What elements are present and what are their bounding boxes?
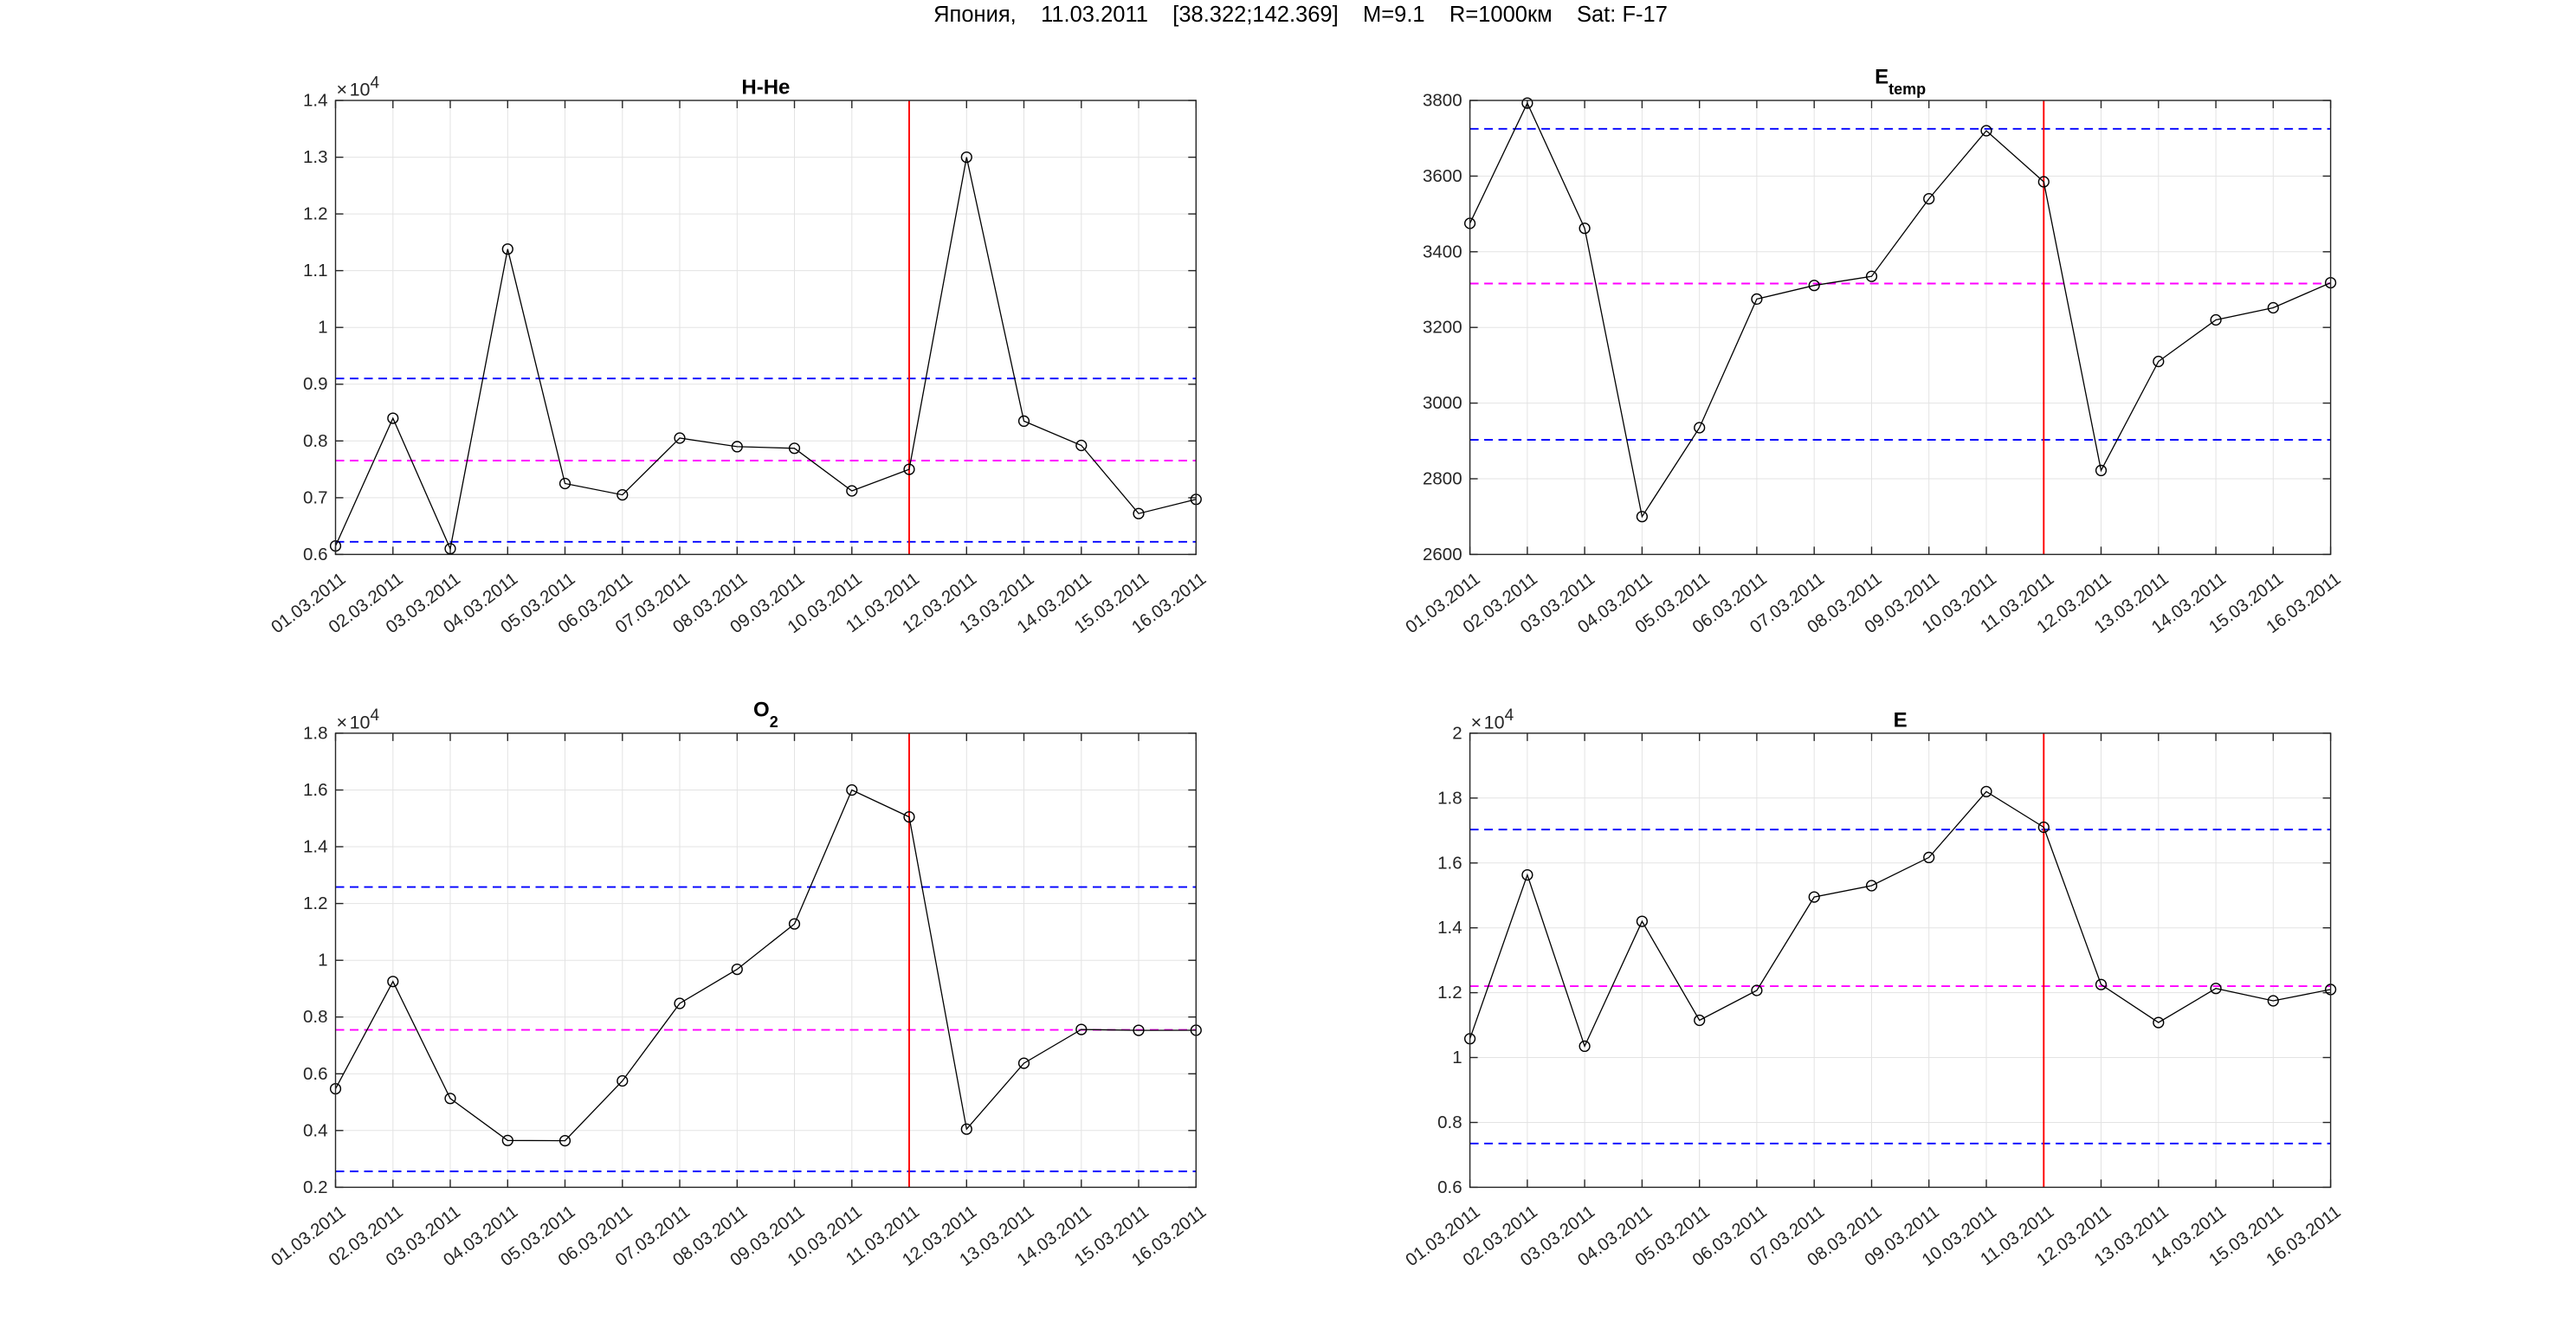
svg-text:3000: 3000	[1423, 393, 1462, 413]
svg-text:1.2: 1.2	[1437, 983, 1462, 1003]
svg-text:1.4: 1.4	[303, 91, 328, 111]
svg-text:1.3: 1.3	[303, 147, 328, 167]
svg-text:2: 2	[1452, 723, 1462, 743]
svg-text:1.6: 1.6	[1437, 853, 1462, 873]
svg-text:0.8: 0.8	[303, 1007, 328, 1027]
svg-text:3800: 3800	[1423, 91, 1462, 111]
svg-text:0.6: 0.6	[303, 1064, 328, 1084]
svg-text:H-He: H-He	[741, 76, 790, 100]
svg-text:1.1: 1.1	[303, 261, 328, 281]
svg-text:0.6: 0.6	[1437, 1177, 1462, 1197]
svg-text:0.9: 0.9	[303, 374, 328, 394]
svg-text:1: 1	[318, 318, 327, 338]
svg-text:2800: 2800	[1423, 469, 1462, 489]
svg-text:2600: 2600	[1423, 545, 1462, 564]
svg-text:E: E	[1894, 708, 1908, 732]
svg-text:3400: 3400	[1423, 242, 1462, 261]
svg-text:0.2: 0.2	[303, 1177, 328, 1197]
svg-text:1.2: 1.2	[303, 893, 328, 913]
svg-text:1.8: 1.8	[1437, 788, 1462, 808]
svg-text:1.8: 1.8	[303, 723, 328, 743]
svg-text:0.7: 0.7	[303, 487, 328, 507]
svg-text:1: 1	[318, 951, 327, 971]
svg-text:0.4: 0.4	[303, 1120, 328, 1140]
svg-text:1.2: 1.2	[303, 204, 328, 224]
svg-text:3200: 3200	[1423, 318, 1462, 338]
svg-text:1.4: 1.4	[303, 837, 328, 857]
svg-text:1.6: 1.6	[303, 780, 328, 800]
svg-text:1.4: 1.4	[1437, 918, 1462, 938]
svg-text:0.8: 0.8	[1437, 1112, 1462, 1132]
svg-text:0.6: 0.6	[303, 545, 328, 564]
svg-text:Япония, 11.03.2011 [38.3: Япония, 11.03.2011 [38.322;142.369] М=9.…	[933, 3, 1668, 27]
svg-text:3600: 3600	[1423, 166, 1462, 186]
svg-text:1: 1	[1452, 1048, 1462, 1067]
svg-text:0.8: 0.8	[303, 431, 328, 451]
